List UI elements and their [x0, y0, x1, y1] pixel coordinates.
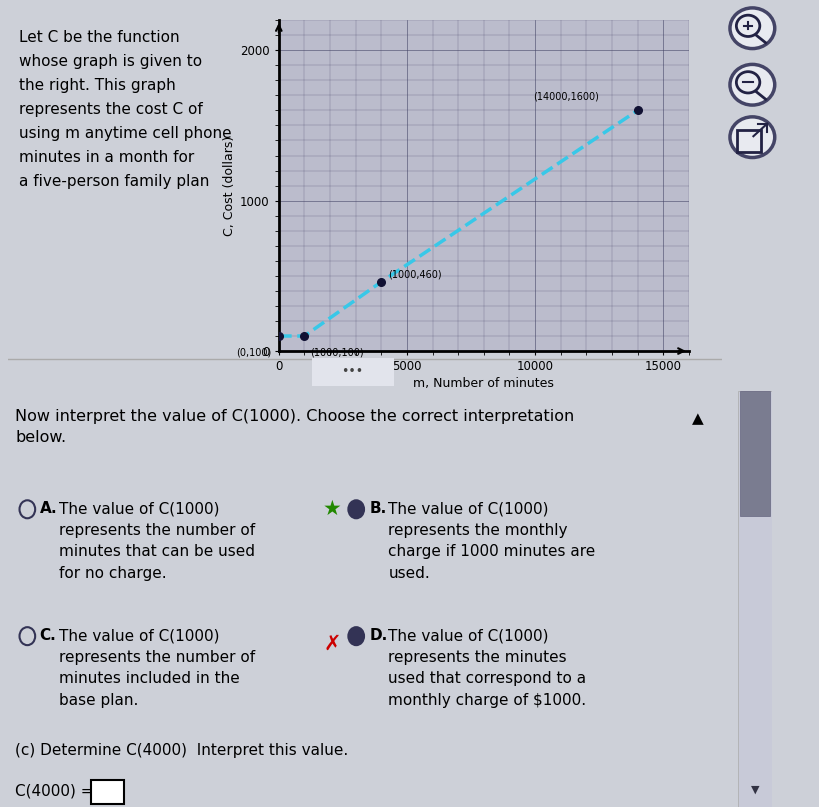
X-axis label: m, Number of minutes: m, Number of minutes — [413, 377, 554, 391]
FancyBboxPatch shape — [305, 356, 400, 387]
Text: ★: ★ — [323, 500, 342, 519]
Text: The value of C(1000)
represents the monthly
charge if 1000 minutes are
used.: The value of C(1000) represents the mont… — [388, 501, 595, 581]
Circle shape — [348, 500, 364, 518]
Circle shape — [729, 65, 774, 105]
Text: D.: D. — [369, 628, 387, 643]
Text: C(4000) =: C(4000) = — [15, 783, 98, 798]
Text: (14000,1600): (14000,1600) — [532, 91, 599, 102]
FancyBboxPatch shape — [91, 780, 124, 804]
Text: ▼: ▼ — [750, 784, 758, 795]
Text: •••: ••• — [342, 365, 363, 378]
Text: (0,100): (0,100) — [237, 348, 272, 358]
Text: The value of C(1000)
represents the number of
minutes that can be used
for no ch: The value of C(1000) represents the numb… — [59, 501, 255, 581]
Circle shape — [729, 117, 774, 157]
Text: ▲: ▲ — [691, 412, 704, 426]
Text: The value of C(1000)
represents the minutes
used that correspond to a
monthly ch: The value of C(1000) represents the minu… — [388, 628, 586, 708]
Circle shape — [729, 8, 774, 48]
FancyBboxPatch shape — [740, 391, 769, 516]
Text: A.: A. — [39, 501, 57, 516]
Text: (1000,460): (1000,460) — [387, 270, 441, 280]
Text: (1000,100): (1000,100) — [310, 348, 363, 358]
Text: (c) Determine C(4000)  Interpret this value.: (c) Determine C(4000) Interpret this val… — [15, 743, 348, 758]
Circle shape — [348, 627, 364, 645]
Text: ✗: ✗ — [323, 634, 340, 654]
Text: Now interpret the value of C(1000). Choose the correct interpretation
below.: Now interpret the value of C(1000). Choo… — [15, 409, 574, 445]
Text: The value of C(1000)
represents the number of
minutes included in the
base plan.: The value of C(1000) represents the numb… — [59, 628, 255, 708]
Text: C.: C. — [39, 628, 57, 643]
FancyBboxPatch shape — [737, 391, 771, 807]
Text: B.: B. — [369, 501, 386, 516]
Text: Let C be the function
whose graph is given to
the right. This graph
represents t: Let C be the function whose graph is giv… — [19, 30, 231, 189]
Y-axis label: C, Cost (dollars): C, Cost (dollars) — [223, 136, 236, 236]
